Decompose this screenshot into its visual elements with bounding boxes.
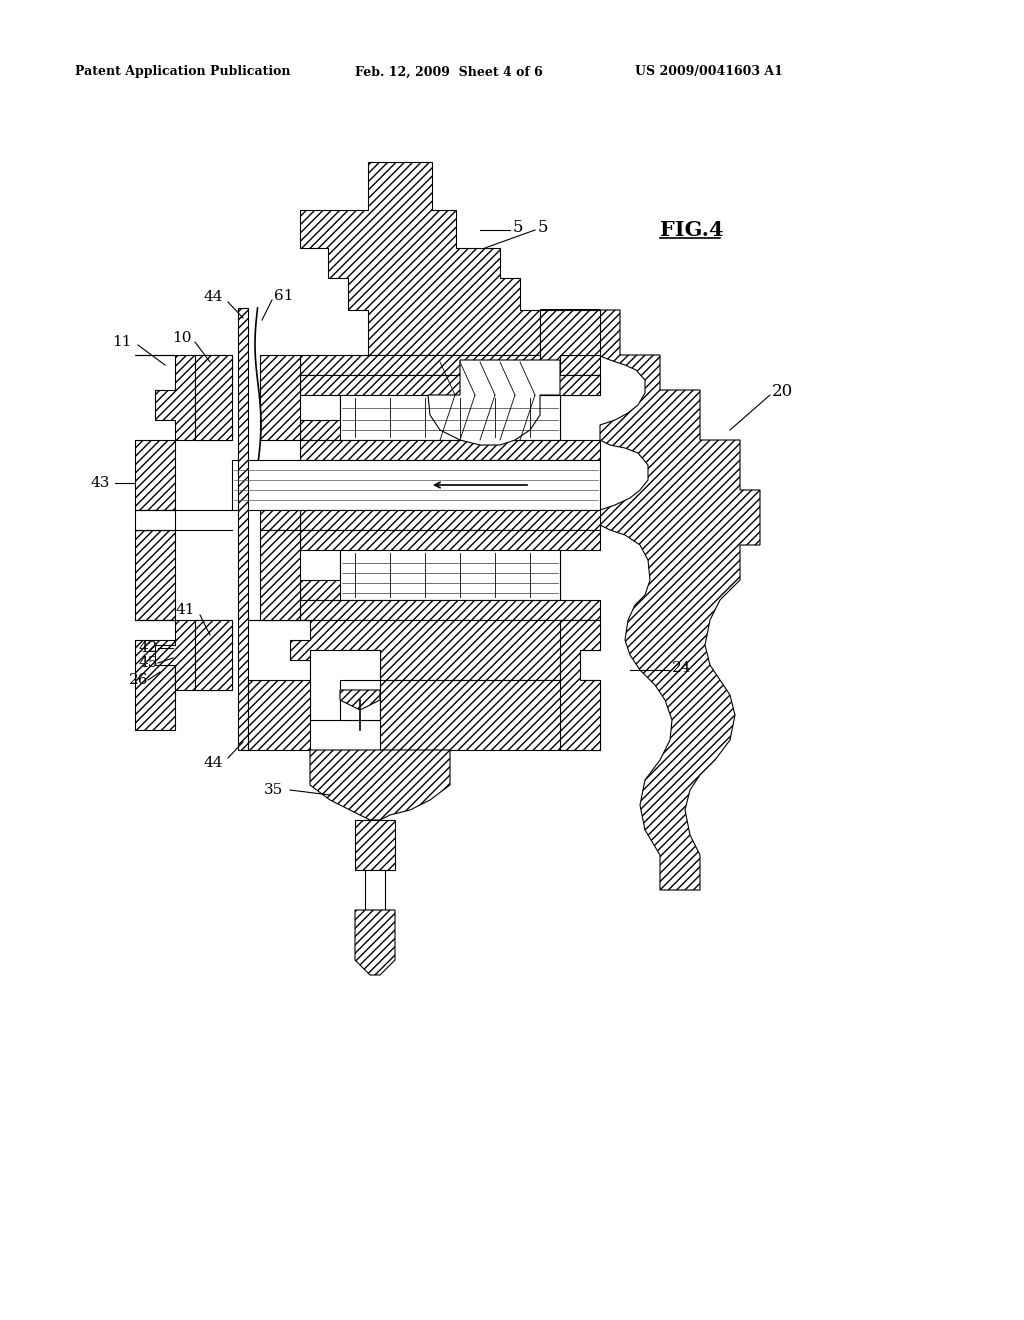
Polygon shape [560,620,600,750]
Polygon shape [300,355,600,375]
Text: 24: 24 [672,661,691,675]
Polygon shape [195,355,232,440]
Polygon shape [540,310,600,395]
Polygon shape [355,820,395,870]
Polygon shape [135,355,232,440]
Polygon shape [310,750,450,820]
Polygon shape [365,870,385,909]
Text: 20: 20 [772,384,794,400]
Polygon shape [340,680,380,719]
Polygon shape [238,308,248,750]
Polygon shape [248,680,310,750]
Polygon shape [135,620,232,690]
Polygon shape [135,440,175,510]
Text: Patent Application Publication: Patent Application Publication [75,66,291,78]
Polygon shape [310,649,380,719]
Polygon shape [260,510,300,531]
Polygon shape [380,680,600,750]
Polygon shape [355,909,395,975]
Text: 44: 44 [204,290,223,304]
Polygon shape [300,531,600,601]
Polygon shape [135,640,175,730]
Polygon shape [260,531,300,620]
Text: 11: 11 [113,335,132,348]
Text: 43: 43 [91,477,110,490]
Polygon shape [340,550,560,601]
Polygon shape [232,459,600,510]
Text: 41: 41 [175,603,195,616]
Polygon shape [300,601,600,620]
Polygon shape [135,510,175,531]
Text: 5: 5 [538,219,549,236]
Polygon shape [300,162,540,355]
Polygon shape [340,395,560,440]
Text: Feb. 12, 2009  Sheet 4 of 6: Feb. 12, 2009 Sheet 4 of 6 [355,66,543,78]
Text: 42: 42 [138,642,158,655]
Text: US 2009/0041603 A1: US 2009/0041603 A1 [635,66,783,78]
Polygon shape [300,440,600,459]
Polygon shape [248,620,600,680]
Polygon shape [135,531,175,620]
Text: 5: 5 [513,219,523,236]
Polygon shape [540,310,760,890]
Text: 61: 61 [274,289,294,304]
Polygon shape [300,510,600,531]
Polygon shape [340,690,380,710]
Polygon shape [428,360,560,445]
Text: 26: 26 [128,673,148,686]
Text: 45: 45 [138,656,158,671]
Text: FIG.4: FIG.4 [660,220,724,240]
Polygon shape [300,375,600,440]
Polygon shape [260,355,300,440]
Text: 10: 10 [172,331,193,345]
Polygon shape [195,620,232,690]
Text: 44: 44 [204,756,223,770]
Text: 35: 35 [264,783,283,797]
